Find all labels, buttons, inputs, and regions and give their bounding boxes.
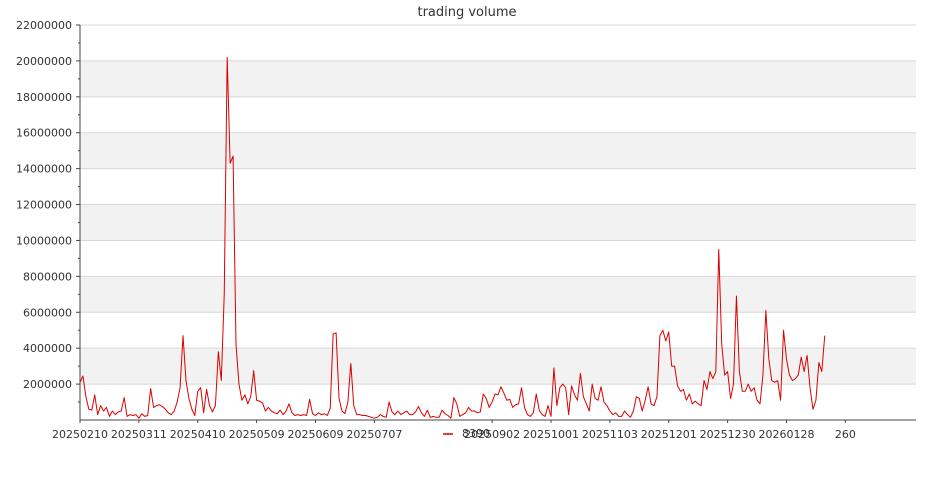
- y-tick-label: 12000000: [16, 199, 72, 212]
- y-tick-label: 14000000: [16, 163, 72, 176]
- x-tick-label: 20250311: [111, 428, 167, 441]
- x-tick-label: 20251230: [700, 428, 756, 441]
- y-tick-label: 4000000: [23, 342, 72, 355]
- plot-bands: [80, 60, 916, 385]
- y-tick-label: 10000000: [16, 234, 72, 247]
- x-tick-label: 20251103: [582, 428, 638, 441]
- y-tick-label: 8000000: [23, 270, 72, 283]
- x-tick-label: 20251001: [523, 428, 579, 441]
- legend-label-8390: 8390: [462, 427, 490, 440]
- y-tick-label: 16000000: [16, 127, 72, 140]
- legend: 8390: [443, 427, 490, 440]
- y-tick-label: 2000000: [23, 378, 72, 391]
- x-tick-label: 20250410: [170, 428, 226, 441]
- series-line-8390: [79, 56, 826, 419]
- y-tick-label: 6000000: [23, 306, 72, 319]
- plot-band: [80, 60, 916, 97]
- y-tick-label: 20000000: [16, 55, 72, 68]
- x-tick-label: 20250609: [287, 428, 343, 441]
- y-tick-label: 18000000: [16, 91, 72, 104]
- plot-band: [80, 132, 916, 169]
- plot-band: [80, 204, 916, 241]
- x-tick-label: 260: [835, 428, 856, 441]
- x-tick-label: 20250707: [346, 428, 402, 441]
- x-tick-label: 20250210: [52, 428, 108, 441]
- gridlines: [80, 24, 916, 385]
- plot-band: [80, 348, 916, 385]
- series-group: [79, 56, 826, 419]
- y-axis-ticks: 2000000 4000000 6000000 8000000 10000000 1200…: [16, 19, 80, 403]
- x-tick-label: 20250509: [229, 428, 285, 441]
- plot-band: [80, 276, 916, 313]
- x-tick-label: 20250902: [464, 428, 520, 441]
- chart-title: trading volume: [417, 5, 516, 20]
- x-tick-label: 20251201: [641, 428, 697, 441]
- x-axis-ticks: 20250210 20250311 20250410 20250509 20250609…: [52, 420, 856, 441]
- y-tick-label: 22000000: [16, 19, 72, 32]
- x-tick-label: 20260128: [758, 428, 814, 441]
